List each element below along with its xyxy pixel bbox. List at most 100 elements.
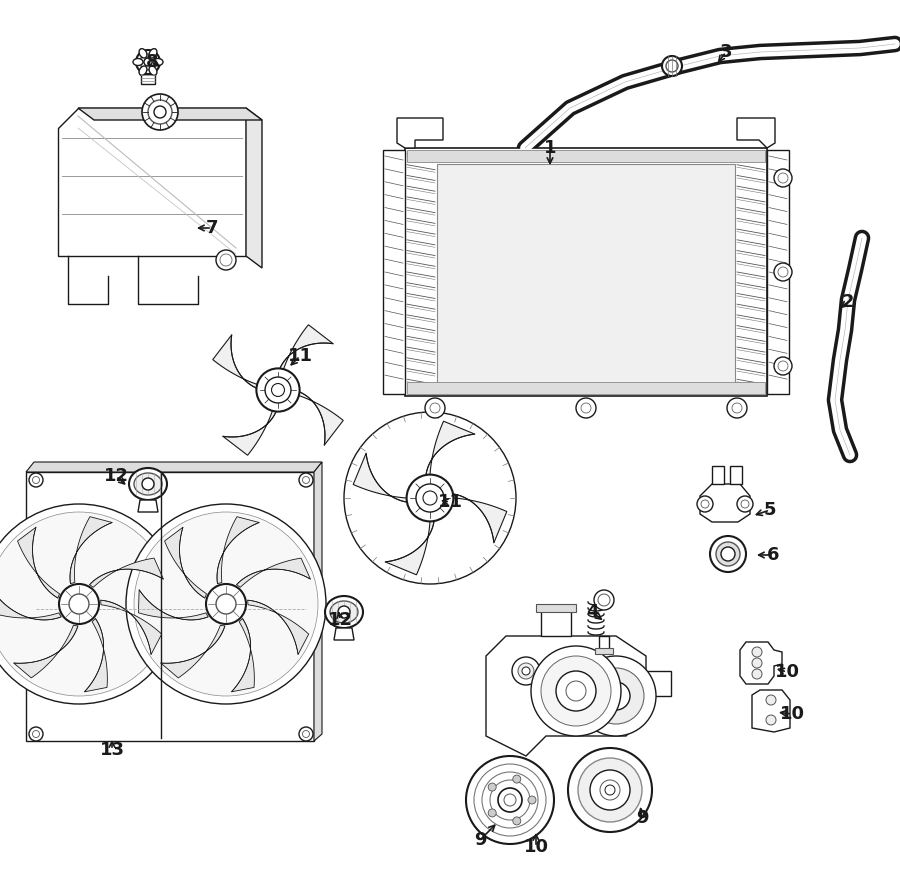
- Polygon shape: [280, 325, 333, 369]
- Circle shape: [598, 594, 610, 606]
- Polygon shape: [58, 108, 246, 256]
- Text: 9: 9: [635, 809, 648, 827]
- Polygon shape: [161, 626, 225, 678]
- Circle shape: [778, 361, 788, 371]
- Circle shape: [737, 496, 753, 512]
- Polygon shape: [223, 411, 276, 455]
- Ellipse shape: [330, 601, 358, 623]
- Polygon shape: [89, 558, 164, 587]
- Circle shape: [558, 703, 574, 719]
- Polygon shape: [85, 619, 107, 692]
- Circle shape: [0, 512, 171, 696]
- Circle shape: [32, 730, 40, 737]
- Ellipse shape: [153, 58, 163, 65]
- Polygon shape: [217, 517, 259, 583]
- Polygon shape: [740, 642, 782, 684]
- Circle shape: [488, 783, 496, 791]
- Circle shape: [592, 667, 600, 675]
- Circle shape: [588, 668, 644, 724]
- Circle shape: [774, 263, 792, 281]
- Polygon shape: [237, 558, 310, 587]
- Circle shape: [206, 584, 246, 624]
- Circle shape: [425, 398, 445, 418]
- Polygon shape: [231, 619, 255, 692]
- Bar: [730, 466, 742, 484]
- Circle shape: [600, 780, 620, 800]
- Circle shape: [220, 254, 232, 266]
- Circle shape: [423, 491, 437, 505]
- Polygon shape: [70, 517, 112, 583]
- Circle shape: [513, 775, 521, 783]
- Polygon shape: [14, 626, 78, 678]
- Circle shape: [29, 727, 43, 741]
- Circle shape: [216, 594, 236, 614]
- Circle shape: [69, 594, 89, 614]
- Ellipse shape: [140, 48, 147, 58]
- Bar: [141, 74, 155, 84]
- Circle shape: [541, 656, 611, 726]
- Bar: [437, 164, 735, 384]
- Text: 8: 8: [146, 53, 158, 71]
- Polygon shape: [353, 453, 407, 502]
- Text: 11: 11: [287, 347, 312, 365]
- Circle shape: [697, 496, 713, 512]
- Polygon shape: [426, 422, 474, 475]
- Text: 1: 1: [544, 139, 556, 157]
- Circle shape: [581, 403, 591, 413]
- Circle shape: [568, 748, 652, 832]
- Circle shape: [498, 788, 522, 812]
- Polygon shape: [453, 494, 507, 543]
- Circle shape: [562, 707, 570, 715]
- Circle shape: [716, 542, 740, 566]
- Bar: [595, 648, 613, 654]
- Circle shape: [578, 758, 642, 822]
- Circle shape: [299, 473, 313, 487]
- Circle shape: [518, 663, 534, 679]
- Text: 12: 12: [104, 467, 129, 485]
- Circle shape: [272, 384, 284, 397]
- Circle shape: [531, 646, 621, 736]
- Polygon shape: [486, 636, 646, 756]
- Circle shape: [154, 106, 166, 118]
- Circle shape: [588, 663, 604, 679]
- Ellipse shape: [134, 473, 162, 495]
- Circle shape: [142, 94, 178, 130]
- Ellipse shape: [140, 66, 147, 76]
- Circle shape: [140, 54, 156, 70]
- Ellipse shape: [149, 66, 157, 76]
- Text: 2: 2: [842, 293, 854, 311]
- Bar: [712, 466, 724, 484]
- Polygon shape: [334, 628, 354, 640]
- Polygon shape: [385, 521, 434, 575]
- Circle shape: [766, 715, 776, 725]
- Circle shape: [338, 606, 350, 618]
- Polygon shape: [101, 600, 162, 655]
- Circle shape: [134, 512, 318, 696]
- Circle shape: [590, 770, 630, 810]
- Circle shape: [582, 657, 610, 685]
- Circle shape: [602, 682, 630, 710]
- Circle shape: [710, 536, 746, 572]
- Circle shape: [265, 377, 291, 403]
- Circle shape: [59, 584, 99, 624]
- Circle shape: [407, 474, 454, 521]
- Polygon shape: [737, 118, 775, 148]
- Polygon shape: [397, 118, 443, 148]
- Circle shape: [528, 796, 536, 804]
- Circle shape: [766, 695, 776, 705]
- Circle shape: [144, 58, 152, 66]
- Circle shape: [774, 357, 792, 375]
- Text: 10: 10: [775, 663, 799, 681]
- Bar: [646, 671, 671, 696]
- Bar: [536, 604, 576, 612]
- Circle shape: [576, 398, 596, 418]
- Circle shape: [566, 681, 586, 701]
- Bar: [383, 150, 405, 394]
- Circle shape: [256, 369, 300, 412]
- Circle shape: [299, 727, 313, 741]
- Circle shape: [522, 667, 530, 675]
- Circle shape: [466, 756, 554, 844]
- Circle shape: [216, 250, 236, 270]
- Circle shape: [556, 671, 596, 711]
- Circle shape: [126, 504, 326, 704]
